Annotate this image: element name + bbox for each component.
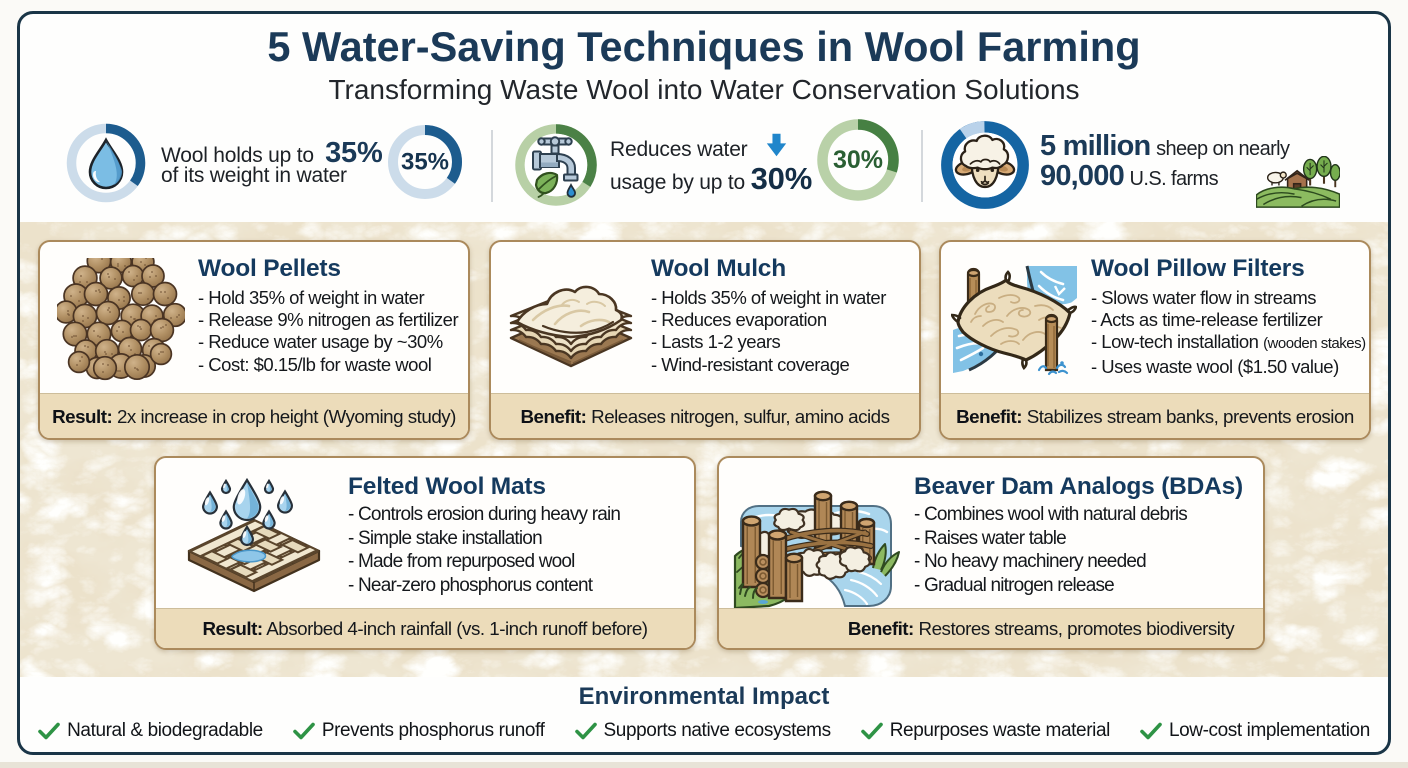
svg-text:30%: 30%: [833, 146, 883, 174]
svg-text:35%: 35%: [401, 149, 449, 176]
